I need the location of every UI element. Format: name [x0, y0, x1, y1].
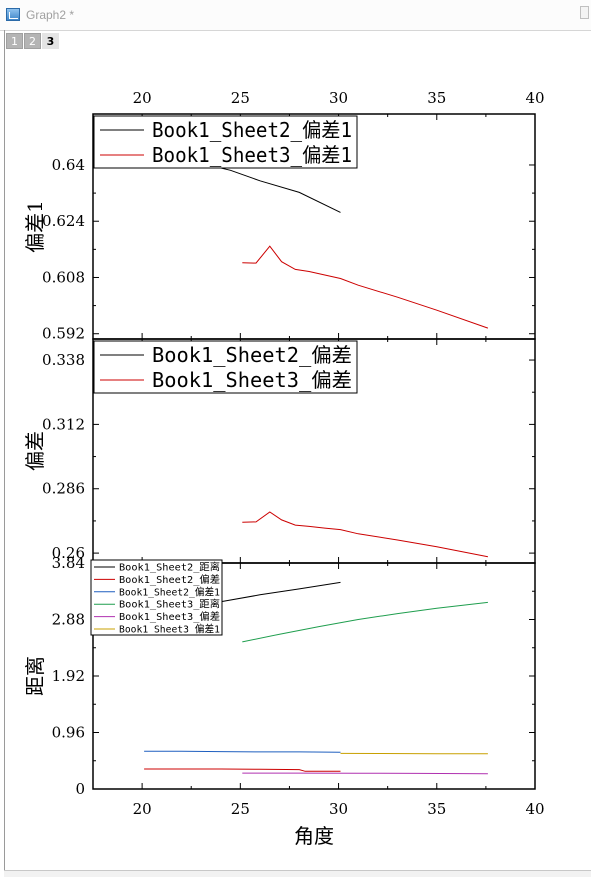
legend-entry-bottom-1: Book1_Sheet2_偏差: [119, 573, 220, 586]
series-line-top-1: [242, 246, 488, 328]
series-line-bottom-3: [242, 602, 488, 642]
legend-entry-middle-1: Book1_Sheet3_偏差: [152, 368, 352, 392]
y-tick-label-bottom: 1.92: [52, 667, 85, 685]
series-line-bottom-4: [242, 773, 488, 774]
x-tick-label: 25: [231, 800, 250, 818]
top-x-tick-label: 40: [525, 89, 544, 107]
y-tick-label-bottom: 2.88: [52, 611, 85, 629]
y-axis-title-middle: 偏差: [23, 431, 47, 471]
legend-entry-bottom-4: Book1_Sheet3_偏差: [119, 610, 220, 623]
legend-entry-top-1: Book1_Sheet3_偏差1: [152, 143, 352, 167]
series-line-middle-1: [242, 512, 488, 557]
legend-entry-bottom-3: Book1_Sheet3_距离: [119, 598, 220, 611]
y-tick-label-middle: 0.312: [42, 415, 85, 433]
top-x-tick-label: 20: [133, 89, 152, 107]
legend-entry-top-0: Book1_Sheet2_偏差1: [152, 118, 352, 142]
y-tick-label-bottom: 3.84: [52, 554, 85, 572]
y-tick-label-bottom: 0.96: [52, 724, 85, 742]
legend-entry-bottom-0: Book1_Sheet2_距离: [119, 561, 220, 574]
top-x-tick-label: 30: [329, 89, 348, 107]
x-axis-title: 角度: [294, 824, 334, 848]
y-tick-label-bottom: 0: [75, 780, 85, 798]
top-x-tick-label: 35: [427, 89, 446, 107]
legend-entry-middle-0: Book1_Sheet2_偏差: [152, 343, 352, 367]
series-line-bottom-1: [144, 769, 340, 771]
y-tick-label-top: 0.64: [52, 156, 85, 174]
y-axis-title-top: 偏差1: [23, 200, 47, 253]
x-tick-label: 30: [329, 800, 348, 818]
series-line-bottom-2: [144, 751, 340, 752]
x-tick-label: 40: [525, 800, 544, 818]
y-axis-title-bottom: 距离: [23, 656, 47, 696]
x-tick-label: 20: [133, 800, 152, 818]
legend-entry-bottom-2: Book1_Sheet2_偏差1: [119, 585, 220, 598]
legend-entry-bottom-5: Book1_Sheet3_偏差1: [119, 623, 220, 636]
x-tick-label: 35: [427, 800, 446, 818]
y-tick-label-top: 0.624: [42, 212, 85, 230]
y-tick-label-top: 0.608: [42, 268, 85, 286]
y-tick-label-middle: 0.286: [42, 480, 85, 498]
y-tick-label-middle: 0.338: [42, 351, 85, 369]
top-x-tick-label: 25: [231, 89, 250, 107]
y-tick-label-top: 0.592: [42, 325, 85, 343]
